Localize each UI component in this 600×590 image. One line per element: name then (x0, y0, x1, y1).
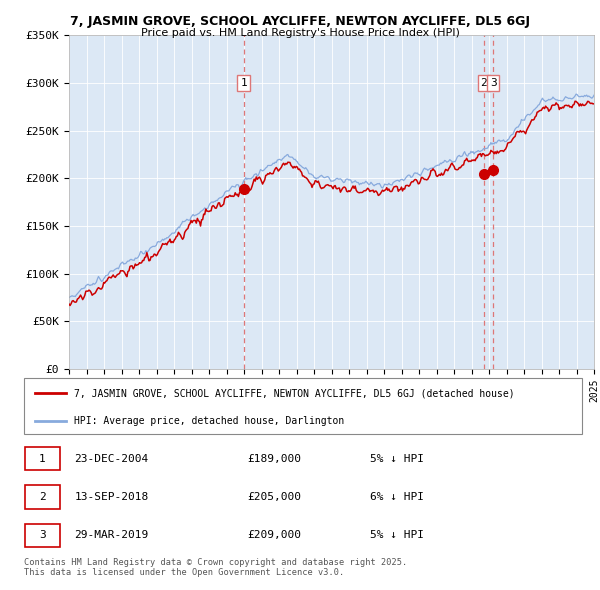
Text: 1: 1 (39, 454, 46, 464)
Text: 13-SEP-2018: 13-SEP-2018 (74, 492, 148, 502)
Text: 23-DEC-2004: 23-DEC-2004 (74, 454, 148, 464)
Text: 2: 2 (39, 492, 46, 502)
Text: 5% ↓ HPI: 5% ↓ HPI (370, 530, 424, 540)
Text: HPI: Average price, detached house, Darlington: HPI: Average price, detached house, Darl… (74, 417, 344, 427)
FancyBboxPatch shape (25, 524, 60, 547)
Text: Contains HM Land Registry data © Crown copyright and database right 2025.
This d: Contains HM Land Registry data © Crown c… (24, 558, 407, 577)
Text: 6% ↓ HPI: 6% ↓ HPI (370, 492, 424, 502)
Text: 3: 3 (490, 78, 497, 88)
Text: £189,000: £189,000 (247, 454, 301, 464)
Text: 3: 3 (39, 530, 46, 540)
Text: £205,000: £205,000 (247, 492, 301, 502)
FancyBboxPatch shape (25, 447, 60, 470)
Text: 7, JASMIN GROVE, SCHOOL AYCLIFFE, NEWTON AYCLIFFE, DL5 6GJ: 7, JASMIN GROVE, SCHOOL AYCLIFFE, NEWTON… (70, 15, 530, 28)
FancyBboxPatch shape (24, 378, 582, 434)
Text: £209,000: £209,000 (247, 530, 301, 540)
FancyBboxPatch shape (25, 486, 60, 509)
Text: 29-MAR-2019: 29-MAR-2019 (74, 530, 148, 540)
Text: 1: 1 (240, 78, 247, 88)
Text: 5% ↓ HPI: 5% ↓ HPI (370, 454, 424, 464)
Text: 7, JASMIN GROVE, SCHOOL AYCLIFFE, NEWTON AYCLIFFE, DL5 6GJ (detached house): 7, JASMIN GROVE, SCHOOL AYCLIFFE, NEWTON… (74, 388, 515, 398)
Text: Price paid vs. HM Land Registry's House Price Index (HPI): Price paid vs. HM Land Registry's House … (140, 28, 460, 38)
Text: 2: 2 (481, 78, 487, 88)
